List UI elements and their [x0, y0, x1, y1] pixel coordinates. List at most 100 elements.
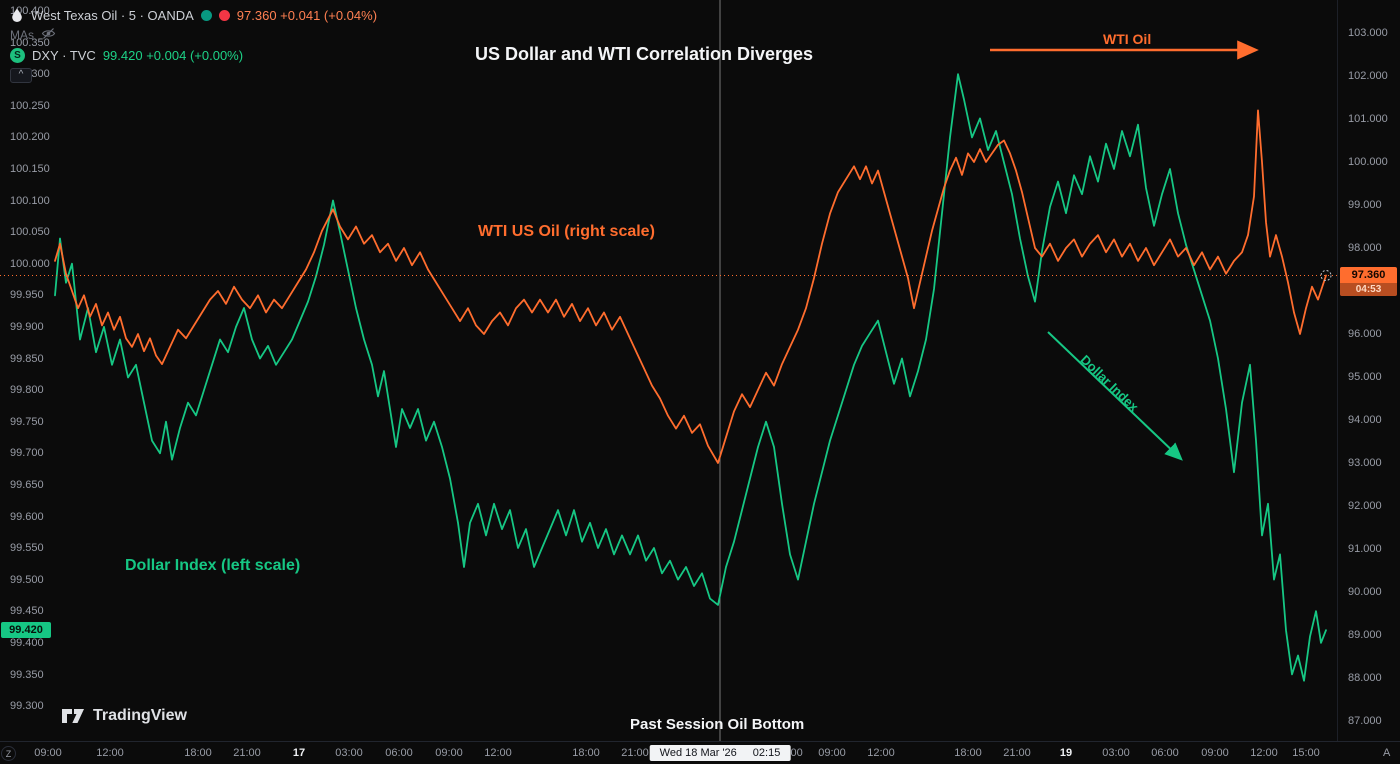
price-axis-label: 100.150 [10, 163, 50, 175]
legend-collapse-button[interactable]: ^ [10, 68, 32, 83]
tooltip-time: 02:15 [752, 747, 781, 759]
wti-scale-note[interactable]: WTI US Oil (right scale) [478, 223, 655, 240]
price-axis-label: 92.000 [1348, 500, 1382, 512]
price-axis-label: 90.000 [1348, 586, 1382, 598]
last-price-marker [1320, 270, 1332, 281]
time-tick: 09:00 [34, 747, 62, 759]
mas-label: MAs [10, 28, 34, 42]
price-axis-label: 99.350 [10, 668, 44, 681]
time-tick: 19 [1059, 747, 1073, 759]
price-axis-label: 91.000 [1348, 543, 1382, 555]
main-symbol-price: 97.360 [236, 7, 277, 23]
tradingview-mark-icon [62, 709, 84, 723]
time-tick: 03:00 [1102, 747, 1130, 759]
price-axis-label: 99.300 [10, 700, 44, 713]
main-symbol-title: West Texas Oil · 5 · OANDA [31, 7, 194, 23]
price-axis-label: 100.350 [10, 36, 50, 49]
dxy-symbol-change: +0.004 (+0.00%) [146, 47, 244, 63]
price-axis-label: 99.950 [10, 289, 44, 302]
time-tick: 15:00 [1292, 747, 1320, 759]
time-tick: 12:00 [484, 747, 512, 759]
time-axis[interactable]: Z Wed 18 Mar '26 02:15 A 09:00 12:00 18:00… [0, 741, 1400, 764]
dxy-line-series [54, 73, 1327, 682]
price-axis-label: 87.000 [1348, 715, 1382, 727]
dxy-logo-icon: S [10, 47, 25, 63]
main-symbol-change: +0.041 (+0.04%) [280, 7, 378, 23]
price-axis-label: 101.000 [1348, 113, 1388, 125]
time-tick: 06:00 [385, 747, 413, 759]
price-axis-label: 100.100 [10, 194, 50, 207]
time-tick: 21:00 [621, 747, 649, 759]
price-axis-label: 102.000 [1348, 70, 1388, 82]
bar-countdown: 04:53 [1340, 282, 1397, 296]
price-axis-label: 100.000 [10, 257, 50, 270]
tradingview-logo[interactable]: TradingView [62, 707, 187, 725]
price-axis-label: 99.850 [10, 352, 44, 365]
time-tick: 12:00 [96, 747, 124, 759]
price-axis-label: 96.000 [1348, 328, 1382, 340]
price-axis-label: 100.250 [10, 99, 50, 112]
price-axis-label: 99.900 [10, 321, 44, 333]
price-axis-label: 89.000 [1348, 629, 1382, 641]
price-axis-label: 99.550 [10, 542, 44, 555]
legend: West Texas Oil · 5 · OANDA 97.360 +0.041… [10, 5, 377, 83]
price-axis-label: 100.050 [10, 226, 50, 239]
price-axis-label: 99.450 [10, 605, 44, 618]
tooltip-date: Wed 18 Mar '26 [659, 747, 737, 759]
price-axis-label: 99.600 [10, 510, 44, 523]
time-tick: 09:00 [1201, 747, 1229, 759]
price-axis-label: 100.200 [10, 131, 50, 144]
oil-droplet-icon [10, 8, 24, 22]
price-axis-label: 95.000 [1348, 371, 1382, 383]
price-axis-label: 99.400 [10, 637, 44, 649]
wti-price-badge: 97.360 04:53 [1340, 266, 1397, 296]
dollar-index-scale-note[interactable]: Dollar Index (left scale) [125, 557, 301, 574]
price-axis-label: 98.000 [1348, 242, 1382, 254]
mas-row[interactable]: MAs [10, 25, 377, 45]
price-axis-label: 99.800 [10, 384, 44, 397]
flag-dot-icon[interactable] [218, 9, 230, 21]
time-tick: 18:00 [954, 747, 982, 759]
price-axis-label: 99.750 [10, 415, 44, 428]
time-tick: 18:00 [184, 747, 212, 759]
dxy-symbol-row[interactable]: S DXY · TVC 99.420 +0.004 (+0.00%) [10, 45, 377, 65]
series-visibility-dot-icon[interactable] [200, 9, 212, 21]
wti-oil-arrow-label[interactable]: WTI Oil [1103, 31, 1152, 47]
timezone-button[interactable]: Z [1, 746, 16, 761]
crosshair-time-tooltip: Wed 18 Mar '26 02:15 [649, 745, 791, 761]
wti-badge-price: 97.360 [1351, 268, 1386, 281]
price-axis-label: 94.000 [1348, 414, 1382, 426]
price-axis-label: 93.000 [1348, 457, 1382, 469]
price-axis-label: 99.500 [10, 573, 44, 586]
price-axis-label: 103.000 [1348, 27, 1388, 39]
time-tick: 18:00 [572, 747, 600, 759]
time-tick: 09:00 [818, 747, 846, 759]
price-axis-separator [1337, 0, 1338, 741]
time-tick: 12:00 [867, 747, 895, 759]
price-axis-label: 99.650 [10, 479, 44, 491]
price-axis-label: 88.000 [1348, 672, 1382, 684]
main-symbol-row[interactable]: West Texas Oil · 5 · OANDA 97.360 +0.041… [10, 5, 377, 25]
tradingview-wordmark: TradingView [93, 707, 187, 724]
price-axis-label: 100.000 [1348, 156, 1388, 168]
dxy-price-badge: 99.420 [1, 622, 51, 639]
dxy-symbol-price: 99.420 [102, 47, 143, 63]
time-tick: 21:00 [233, 747, 261, 759]
time-tick: 09:00 [435, 747, 463, 759]
dxy-symbol-title: DXY · TVC [32, 47, 96, 63]
wti-line-series [54, 109, 1327, 464]
eye-hidden-icon[interactable] [41, 27, 56, 43]
time-tick: 21:00 [1003, 747, 1031, 759]
time-tick: 17 [292, 747, 306, 759]
price-axis-label: 99.700 [10, 447, 44, 460]
dollar-index-arrow[interactable] [1047, 331, 1183, 461]
price-axis-label: 99.000 [1348, 199, 1382, 211]
time-tick: 03:00 [335, 747, 363, 759]
time-tick: 06:00 [1151, 747, 1179, 759]
time-tick: 12:00 [1250, 747, 1278, 759]
session-bottom-note[interactable]: Past Session Oil Bottom [630, 716, 805, 733]
chart-title-annotation[interactable]: US Dollar and WTI Correlation Diverges [475, 44, 814, 64]
axis-auto-button[interactable]: A [1383, 747, 1391, 759]
